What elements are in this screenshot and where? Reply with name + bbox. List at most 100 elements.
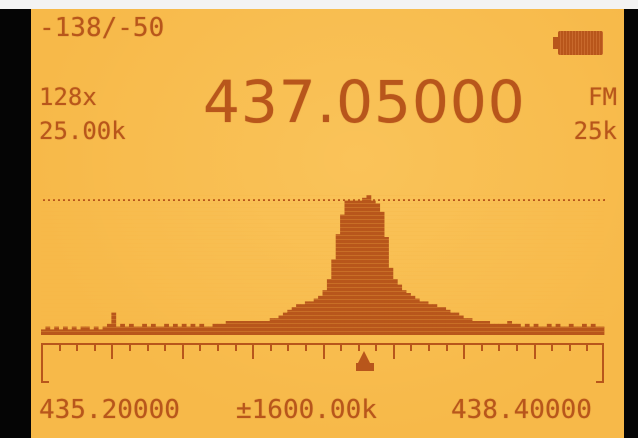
spectrum-bar	[159, 326, 165, 335]
spectrum-bar	[186, 326, 191, 335]
segment-line	[41, 219, 604, 220]
spectrum-bar	[546, 323, 552, 335]
spectrum-bar	[71, 326, 77, 335]
battery-nub	[553, 37, 558, 49]
segment-line	[41, 291, 604, 292]
spectrum-bar	[551, 326, 557, 335]
threshold-dot	[543, 199, 545, 201]
spectrum-bar	[577, 326, 583, 335]
spectrum-bar	[582, 323, 587, 335]
threshold-dot	[123, 199, 125, 201]
threshold-dot	[513, 199, 515, 201]
spectrum-bar	[41, 329, 46, 335]
spectrum-bar	[93, 326, 99, 335]
spectrum-bar	[252, 321, 257, 335]
minor-tick	[446, 343, 448, 351]
spectrum-bar	[318, 295, 323, 335]
minor-tick	[287, 343, 289, 351]
spectrum-graph	[41, 195, 605, 383]
major-tick	[323, 343, 325, 359]
threshold-dot	[258, 199, 260, 201]
threshold-dot	[538, 199, 540, 201]
threshold-dot	[323, 199, 325, 201]
threshold-dot	[458, 199, 460, 201]
battery-full-icon	[558, 31, 603, 55]
threshold-dot	[468, 199, 470, 201]
spectrum-bar	[538, 326, 543, 335]
threshold-dot	[248, 199, 250, 201]
spectrum-bar	[542, 326, 548, 335]
minor-tick	[358, 343, 360, 351]
spectrum-bar	[291, 307, 297, 335]
spectrum-bar	[450, 312, 455, 335]
spectrum-bar	[76, 329, 81, 335]
center-frequency: 437.05000	[203, 68, 526, 136]
spectrum-bar	[45, 326, 51, 335]
minor-tick	[305, 343, 307, 351]
spectrum-bar	[164, 323, 169, 335]
threshold-dot	[228, 199, 230, 201]
threshold-dot	[223, 199, 225, 201]
minor-tick	[410, 343, 412, 351]
spectrum-bar	[172, 323, 178, 335]
segment-line	[41, 259, 604, 260]
threshold-dot	[213, 199, 215, 201]
spectrum-bar	[216, 323, 222, 335]
threshold-dot	[493, 199, 495, 201]
spectrum-bar	[300, 304, 306, 335]
spectrum-bar	[340, 214, 345, 335]
threshold-dot	[108, 199, 110, 201]
spectrum-bar	[84, 326, 90, 335]
threshold-dot	[393, 199, 395, 201]
threshold-dot	[103, 199, 105, 201]
spectrum-bar	[115, 326, 121, 335]
segment-line	[41, 307, 604, 308]
spectrum-bar	[432, 304, 438, 335]
spectrum-bar	[106, 323, 112, 335]
segment-line	[41, 203, 604, 204]
spectrum-bar	[428, 304, 433, 335]
segment-line	[41, 275, 604, 276]
spectrum-bar	[128, 323, 134, 335]
threshold-dot	[383, 199, 385, 201]
threshold-dot	[328, 199, 330, 201]
spectrum-bar	[208, 326, 213, 335]
spectrum-bar	[326, 279, 332, 335]
threshold-dot	[478, 199, 480, 201]
spectrum-bar	[168, 326, 174, 335]
segment-line	[41, 199, 604, 200]
threshold-dot	[338, 199, 340, 201]
scale-left-foot	[41, 381, 49, 383]
threshold-dot	[533, 199, 535, 201]
threshold-dot	[198, 199, 200, 201]
spectrum-bar	[379, 211, 385, 335]
major-tick	[111, 343, 113, 359]
minor-tick	[569, 343, 571, 351]
threshold-dot	[58, 199, 60, 201]
threshold-dot	[553, 199, 555, 201]
squelch-level: -138/-50	[39, 13, 165, 43]
spectrum-bar	[133, 326, 139, 335]
threshold-dot	[448, 199, 450, 201]
spectrum-bar	[423, 301, 429, 335]
scale-line	[41, 343, 604, 345]
bandwidth: 25k	[573, 117, 617, 145]
segment-line	[41, 223, 604, 224]
spectrum-bar	[370, 200, 376, 335]
minor-tick	[498, 343, 500, 351]
threshold-dot	[78, 199, 80, 201]
spectrum-bar	[586, 326, 592, 335]
segment-line	[41, 315, 604, 316]
spectrum-bar	[392, 279, 398, 335]
threshold-dot	[183, 199, 185, 201]
threshold-dot	[423, 199, 425, 201]
spectrum-bar	[265, 321, 271, 335]
threshold-dot	[473, 199, 475, 201]
threshold-dot	[503, 199, 505, 201]
marker-triangle	[358, 351, 370, 363]
segment-line	[41, 263, 604, 264]
spectrum-bar	[62, 326, 68, 335]
spectrum-bar	[260, 321, 266, 335]
threshold-dot	[408, 199, 410, 201]
